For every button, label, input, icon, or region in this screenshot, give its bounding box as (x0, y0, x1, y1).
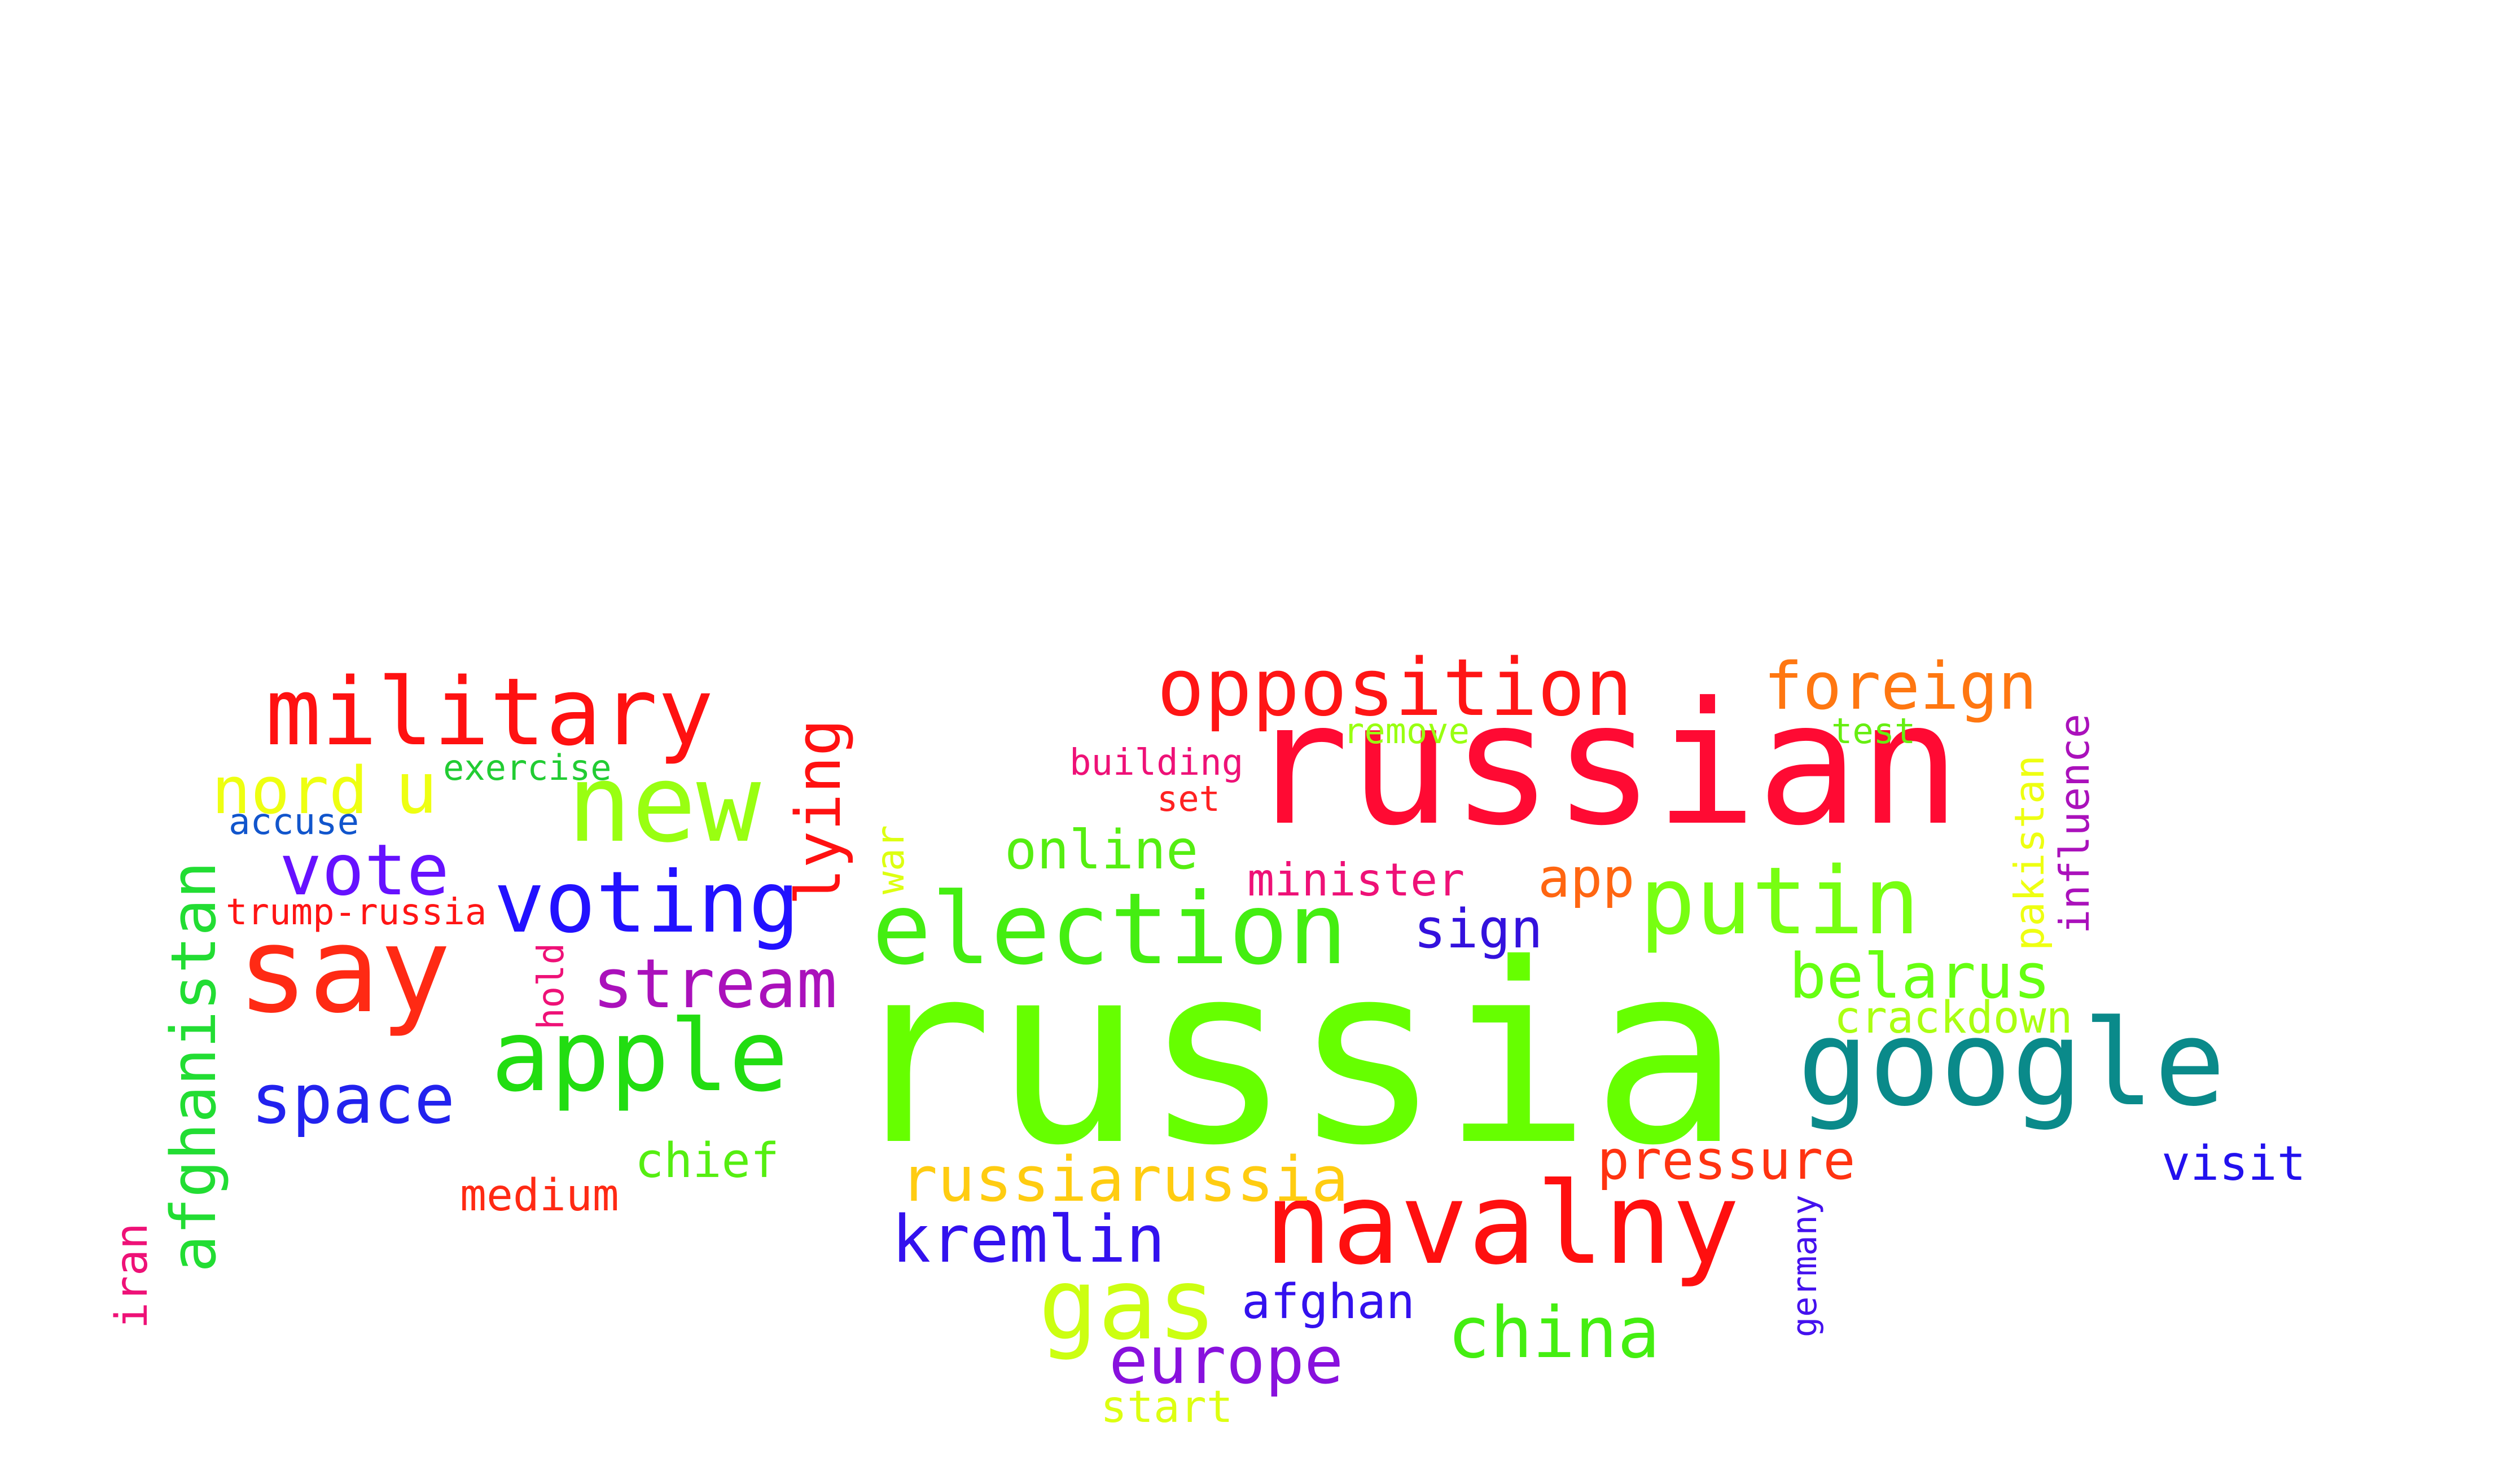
word-germany: germany (1785, 1195, 1825, 1337)
word-chief: chief (635, 1133, 779, 1189)
word-set: set (1157, 778, 1220, 819)
word-apple: apple (491, 999, 788, 1114)
word-voting: voting (494, 854, 800, 952)
word-minister: minister (1247, 854, 1465, 906)
word-lying: space (251, 1061, 455, 1139)
word-medium: medium (460, 1170, 619, 1221)
word-afghan: afghan (1242, 1274, 1415, 1330)
word-afghanistan: afghanistan (157, 861, 230, 1272)
word-trump-russia: trump-russia (226, 892, 487, 933)
word-new: new (567, 741, 761, 866)
word-space: lying (782, 718, 854, 906)
word-pakistan: pakistan (2006, 755, 2053, 951)
word-app: app (1538, 848, 1635, 910)
word-china: china (1448, 1292, 1660, 1374)
word-russian: russian (1247, 666, 1961, 863)
word-europe: europe (1109, 1323, 1344, 1399)
word-building: building (1069, 742, 1244, 784)
word-russiarussia: russiarussia (900, 1143, 1349, 1215)
word-gas: gas (1038, 1248, 1217, 1362)
word-iran: iran (107, 1223, 157, 1329)
word-stream: stream (593, 945, 838, 1024)
word-exercise: exercise (443, 747, 612, 788)
word-online: online (1005, 819, 1199, 881)
word-influence: influence (2051, 713, 2098, 934)
word-crackdown: crackdown (1834, 993, 2073, 1043)
word-google: google (1797, 994, 2226, 1132)
word-pressure: pressure (1597, 1130, 1856, 1192)
word-remove: remove (1343, 710, 1470, 752)
word-belarus: belarus (1789, 940, 2051, 1012)
word-military: military (265, 658, 714, 766)
word-hold: hold (530, 942, 572, 1030)
word-say: say (237, 901, 451, 1039)
word-opposition: opposition (1157, 642, 1633, 734)
word-putin: putin (1639, 847, 1920, 955)
word-navalny: navalny (1264, 1158, 1740, 1290)
word-war: war (869, 825, 913, 894)
word-vote: vote (279, 829, 450, 911)
word-kremlin: kremlin (892, 1202, 1165, 1277)
word-nord: nord (212, 753, 368, 829)
word-russia: russia (844, 911, 1741, 1200)
word-u: u (395, 748, 438, 829)
word-accuse: accuse (229, 801, 359, 843)
word-visit: visit (2161, 1136, 2306, 1192)
word-start: start (1100, 1382, 1233, 1433)
word-foreign: foreign (1764, 649, 2037, 725)
word-sign: sign (1414, 898, 1543, 960)
word-test: test (1831, 710, 1916, 752)
word-election: election (872, 872, 1348, 987)
